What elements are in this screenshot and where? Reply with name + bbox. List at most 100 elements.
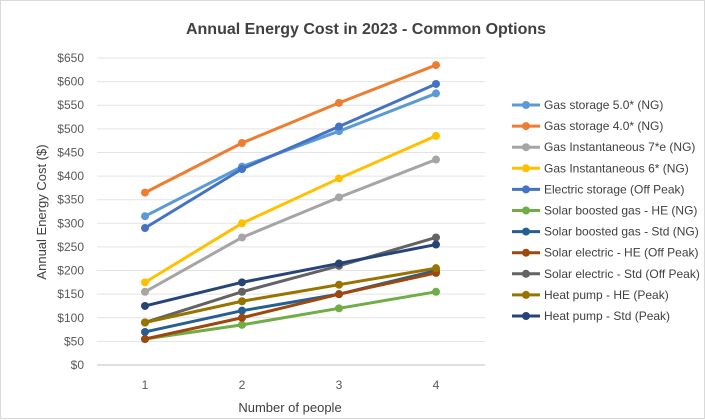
data-point (141, 318, 149, 327)
series-polyline (143, 134, 438, 284)
data-point (335, 98, 343, 107)
x-axis-title: Number of people (238, 400, 341, 415)
y-tick-label: $500 (57, 122, 84, 136)
data-point (238, 287, 246, 296)
legend-marker (522, 290, 530, 299)
legend-label: Heat pump - HE (Peak) (544, 288, 669, 302)
legend-item: Solar boosted gas - HE (NG) (512, 204, 697, 218)
series-line (141, 268, 440, 344)
y-tick-label: $550 (57, 98, 84, 112)
x-tick-label: 4 (433, 378, 440, 392)
y-tick-label: $600 (57, 75, 84, 89)
data-point (238, 233, 246, 242)
series-polyline (143, 266, 438, 324)
x-tick-label: 2 (239, 378, 246, 392)
series-polyline (143, 158, 438, 294)
legend-label: Gas storage 4.0* (NG) (544, 119, 663, 133)
data-point (335, 122, 343, 131)
legend-item: Solar boosted gas - Std (NG) (512, 225, 699, 239)
legend-marker (522, 269, 530, 278)
data-point (238, 278, 246, 287)
data-point (238, 297, 246, 306)
data-point (141, 327, 149, 336)
series-polyline (143, 290, 438, 341)
legend-label: Solar boosted gas - Std (NG) (544, 225, 699, 239)
series-line (141, 61, 440, 197)
y-tick-label: $200 (57, 264, 84, 278)
x-axis-ticks: 1 2 3 4 (142, 378, 440, 392)
legend-marker (522, 185, 530, 194)
legend-label: Gas Instantaneous 6* (NG) (544, 161, 689, 175)
legend-item: Gas Instantaneous 7*e (NG) (512, 140, 695, 154)
data-point (432, 233, 440, 242)
series-line (141, 131, 440, 287)
y-tick-label: $150 (57, 287, 84, 301)
x-tick-label: 1 (142, 378, 149, 392)
legend-label: Gas storage 5.0* (NG) (544, 98, 663, 112)
data-point (141, 301, 149, 310)
data-point (432, 131, 440, 140)
data-point (335, 290, 343, 299)
legend-marker (522, 227, 530, 236)
data-point (141, 287, 149, 296)
y-tick-label: $0 (71, 358, 85, 372)
data-point (335, 304, 343, 313)
legend-label: Solar electric - HE (Off Peak) (544, 246, 699, 260)
series-polyline (143, 235, 438, 324)
legend-marker (522, 122, 530, 131)
data-point (335, 280, 343, 289)
data-point (432, 155, 440, 164)
data-point (238, 164, 246, 173)
series-line (141, 79, 440, 233)
data-point (432, 287, 440, 296)
legend-item: Heat pump - Std (Peak) (512, 309, 670, 323)
data-point (238, 306, 246, 315)
data-point (335, 193, 343, 202)
data-point (238, 139, 246, 148)
series-polyline (143, 63, 438, 195)
y-axis-ticks: $0 $50 $100 $150 $200 $250 $300 $350 $400 $450 $50… (57, 51, 84, 372)
data-point (141, 224, 149, 233)
legend-marker (522, 312, 530, 320)
legend-label: Heat pump - Std (Peak) (544, 309, 670, 323)
legend-label: Electric storage (Off Peak) (544, 182, 685, 196)
data-point (432, 61, 440, 70)
y-tick-label: $450 (57, 145, 84, 159)
series-polyline (143, 243, 438, 308)
gridlines (97, 57, 485, 366)
legend-item: Gas Instantaneous 6* (NG) (512, 161, 689, 175)
y-tick-label: $250 (57, 240, 84, 254)
data-point (432, 240, 440, 249)
legend-label: Solar boosted gas - HE (NG) (544, 204, 697, 218)
series-line (141, 240, 440, 310)
y-tick-label: $100 (57, 311, 84, 325)
data-point (141, 188, 149, 197)
series-line (141, 155, 440, 296)
data-point (335, 174, 343, 183)
legend-item: Solar electric - HE (Off Peak) (512, 246, 699, 260)
legend-item: Gas storage 4.0* (NG) (512, 119, 663, 133)
series-line (141, 266, 440, 336)
series-polyline (143, 271, 438, 341)
legend-label: Gas Instantaneous 7*e (NG) (544, 140, 695, 154)
legend-marker (522, 101, 530, 109)
legend: Gas storage 5.0* (NG) Gas storage 4.0* (N… (512, 98, 700, 323)
series-line (141, 264, 440, 327)
y-tick-label: $300 (57, 216, 84, 230)
series-polyline (143, 82, 438, 230)
y-tick-label: $350 (57, 193, 84, 207)
data-point (141, 212, 149, 221)
data-point (432, 264, 440, 273)
legend-label: Solar electric - Std (Off Peak) (544, 267, 700, 281)
legend-marker (522, 206, 530, 215)
y-tick-label: $50 (64, 334, 84, 348)
data-point (141, 335, 149, 344)
data-point (238, 320, 246, 329)
legend-item: Solar electric - Std (Off Peak) (512, 267, 700, 281)
data-point (432, 79, 440, 88)
legend-marker (522, 248, 530, 257)
y-axis-title: Annual Energy Cost ($) (34, 144, 49, 279)
data-point (432, 89, 440, 98)
